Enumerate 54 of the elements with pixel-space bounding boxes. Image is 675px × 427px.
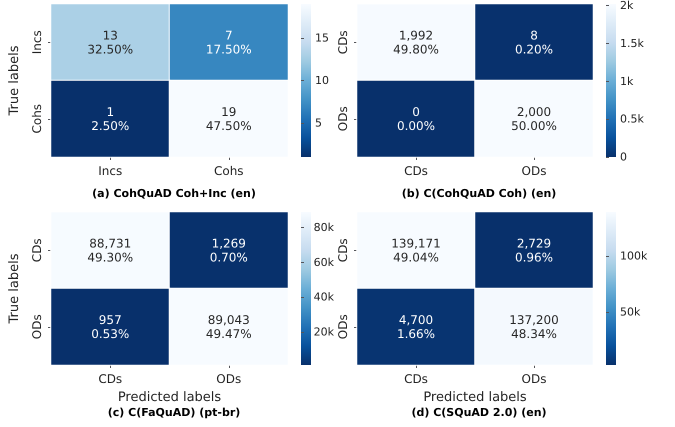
color-bar-label: 1k bbox=[620, 74, 634, 88]
color-bar-label: 50k bbox=[620, 305, 641, 318]
color-bar-label: 100k bbox=[620, 249, 648, 262]
text: (c) C(FaQuAD) (pt-br) bbox=[108, 406, 240, 419]
data-label: 1,992 49.80% bbox=[393, 28, 439, 56]
x-tick-label: CDs bbox=[98, 372, 122, 386]
y-tick-label: CDs bbox=[30, 238, 44, 262]
x-tick-label: Incs bbox=[98, 164, 122, 178]
color-bar-label: 10 bbox=[315, 74, 329, 87]
x-tick-label: ODs bbox=[522, 164, 546, 178]
data-label: 0 0.00% bbox=[396, 104, 436, 133]
color-bar-label: 2k bbox=[620, 0, 634, 12]
data-label: 88,731 49.30% bbox=[87, 236, 134, 264]
data-label: 1 2.50% bbox=[91, 104, 130, 133]
y-tick-label: ODs bbox=[30, 314, 44, 340]
color-bar-label: 20k bbox=[314, 325, 335, 338]
data-label: 13 32.50% bbox=[87, 28, 134, 56]
data-label: 2,729 0.96% bbox=[514, 236, 554, 264]
y-axis-title: True labels bbox=[7, 253, 22, 324]
color-bar-label: 1.5k bbox=[620, 36, 644, 50]
data-label: 2,000 50.00% bbox=[511, 104, 557, 133]
text: (a) CohQuAD Coh+Inc (en) bbox=[92, 187, 256, 200]
x-axis-title: Predicted labels bbox=[423, 390, 527, 405]
color-bar-label: 40k bbox=[314, 290, 335, 304]
color-bar-label: 0 bbox=[620, 150, 627, 164]
y-tick-label: CDs bbox=[336, 238, 350, 262]
data-label: 19 47.50% bbox=[206, 104, 252, 133]
data-label: 4,700 1.66% bbox=[396, 312, 436, 341]
y-axis-title: True labels bbox=[7, 45, 22, 116]
y-tick-label: ODs bbox=[336, 314, 350, 340]
data-label: 7 17.50% bbox=[206, 28, 252, 56]
color-bar-label: 0.5k bbox=[620, 112, 644, 126]
y-tick-label: Cohs bbox=[30, 104, 44, 134]
text: (d) C(SQuAD 2.0) (en) bbox=[411, 406, 547, 419]
x-axis-title: Predicted labels bbox=[118, 390, 222, 405]
data-label: 1,269 0.70% bbox=[210, 236, 248, 264]
x-tick-label: ODs bbox=[216, 372, 242, 386]
color-bar-label: 15 bbox=[315, 32, 329, 44]
y-tick-label: CDs bbox=[336, 30, 350, 54]
color-bar-label: 5 bbox=[315, 116, 322, 130]
x-tick-label: CDs bbox=[404, 164, 428, 178]
data-label: 139,171 49.04% bbox=[391, 236, 441, 264]
color-bar-label: 80k bbox=[314, 221, 335, 234]
data-label: 8 0.20% bbox=[514, 28, 554, 56]
data-label: 957 0.53% bbox=[91, 312, 130, 341]
text: (b) C(CohQuAD Coh) (en) bbox=[402, 187, 556, 200]
data-label: 137,200 48.34% bbox=[509, 312, 559, 341]
x-tick-label: ODs bbox=[522, 372, 546, 386]
x-tick-label: Cohs bbox=[214, 164, 244, 178]
color-bar-label: 60k bbox=[314, 256, 335, 269]
data-label: 89,043 49.47% bbox=[206, 312, 252, 341]
y-tick-label: ODs bbox=[336, 106, 350, 132]
x-tick-label: CDs bbox=[404, 372, 428, 386]
y-tick-label: Incs bbox=[30, 30, 44, 54]
